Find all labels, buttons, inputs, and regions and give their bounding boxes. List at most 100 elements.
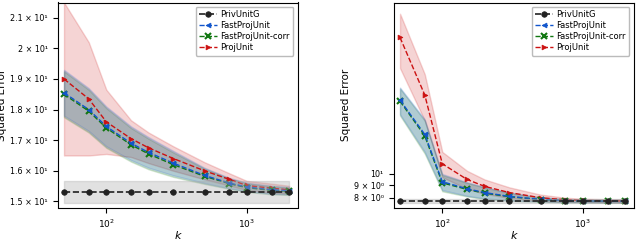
FastProjUnit [201, 174, 209, 177]
FastProjUnit-corr [506, 195, 513, 198]
FastProjUnit-corr [621, 200, 629, 203]
FastProjUnit [621, 200, 629, 203]
FastProjUnit-corr [285, 190, 293, 193]
FastProjUnit [85, 108, 93, 111]
FastProjUnit-corr [85, 110, 93, 112]
FastProjUnit-corr [438, 181, 446, 184]
FastProjUnit-corr [579, 200, 587, 202]
ProjUnit [268, 187, 275, 190]
ProjUnit [102, 120, 110, 123]
FastProjUnit-corr [481, 192, 488, 195]
Line: FastProjUnit-corr: FastProjUnit-corr [397, 98, 628, 204]
FastProjUnit [421, 133, 429, 136]
Legend: PrivUnitG, FastProjUnit, FastProjUnit-corr, ProjUnit: PrivUnitG, FastProjUnit, FastProjUnit-co… [532, 7, 629, 56]
FastProjUnit-corr [170, 163, 177, 166]
PrivUnitG [481, 200, 488, 203]
ProjUnit [579, 199, 587, 202]
PrivUnitG [225, 191, 233, 194]
ProjUnit [201, 169, 209, 172]
ProjUnit [127, 137, 135, 140]
PrivUnitG [463, 200, 471, 203]
ProjUnit [421, 94, 429, 96]
FastProjUnit-corr [243, 186, 251, 189]
FastProjUnit [537, 198, 545, 201]
FastProjUnit-corr [127, 143, 135, 146]
FastProjUnit [127, 142, 135, 145]
PrivUnitG [145, 191, 152, 194]
FastProjUnit [438, 180, 446, 183]
PrivUnitG [243, 191, 251, 194]
PrivUnitG [285, 191, 293, 194]
ProjUnit [285, 188, 293, 191]
FastProjUnit-corr [396, 100, 404, 103]
Legend: PrivUnitG, FastProjUnit, FastProjUnit-corr, ProjUnit: PrivUnitG, FastProjUnit, FastProjUnit-co… [196, 7, 293, 56]
ProjUnit [243, 184, 251, 187]
ProjUnit [506, 191, 513, 194]
FastProjUnit [60, 91, 68, 94]
FastProjUnit-corr [421, 134, 429, 137]
FastProjUnit-corr [463, 188, 471, 191]
FastProjUnit [604, 200, 611, 203]
FastProjUnit-corr [60, 93, 68, 96]
ProjUnit [60, 78, 68, 80]
PrivUnitG [85, 191, 93, 194]
PrivUnitG [537, 200, 545, 203]
FastProjUnit [396, 98, 404, 102]
FastProjUnit-corr [201, 175, 209, 178]
PrivUnitG [268, 191, 275, 194]
Line: PrivUnitG: PrivUnitG [61, 190, 292, 195]
PrivUnitG [561, 200, 569, 203]
FastProjUnit [268, 188, 275, 191]
X-axis label: k: k [174, 231, 181, 241]
FastProjUnit [225, 182, 233, 184]
ProjUnit [438, 162, 446, 165]
FastProjUnit [481, 191, 488, 194]
FastProjUnit-corr [561, 199, 569, 202]
Line: FastProjUnit: FastProjUnit [397, 98, 627, 204]
ProjUnit [481, 185, 488, 188]
FastProjUnit [145, 151, 152, 154]
PrivUnitG [127, 191, 135, 194]
ProjUnit [604, 199, 611, 202]
FastProjUnit [463, 187, 471, 190]
PrivUnitG [421, 200, 429, 203]
FastProjUnit [285, 189, 293, 192]
ProjUnit [396, 36, 404, 39]
ProjUnit [225, 178, 233, 181]
ProjUnit [561, 198, 569, 201]
PrivUnitG [506, 200, 513, 203]
PrivUnitG [579, 200, 587, 203]
FastProjUnit-corr [537, 198, 545, 201]
FastProjUnit [579, 199, 587, 202]
PrivUnitG [170, 191, 177, 194]
ProjUnit [170, 157, 177, 160]
FastProjUnit [506, 195, 513, 198]
FastProjUnit [102, 125, 110, 128]
FastProjUnit [243, 186, 251, 188]
ProjUnit [85, 98, 93, 100]
FastProjUnit [561, 199, 569, 202]
FastProjUnit-corr [102, 126, 110, 130]
ProjUnit [537, 196, 545, 199]
PrivUnitG [201, 191, 209, 194]
FastProjUnit-corr [225, 182, 233, 185]
FastProjUnit-corr [604, 200, 611, 203]
Line: ProjUnit: ProjUnit [397, 35, 627, 203]
FastProjUnit [170, 162, 177, 165]
PrivUnitG [60, 191, 68, 194]
PrivUnitG [438, 200, 446, 203]
PrivUnitG [396, 200, 404, 203]
PrivUnitG [102, 191, 110, 194]
Line: FastProjUnit-corr: FastProjUnit-corr [61, 91, 292, 194]
Line: FastProjUnit: FastProjUnit [61, 90, 291, 193]
Y-axis label: Squared Error: Squared Error [341, 69, 351, 141]
ProjUnit [145, 146, 152, 149]
PrivUnitG [621, 200, 629, 203]
Y-axis label: Squared Error: Squared Error [0, 69, 8, 141]
FastProjUnit-corr [145, 152, 152, 156]
Line: PrivUnitG: PrivUnitG [397, 198, 628, 204]
PrivUnitG [604, 200, 611, 203]
ProjUnit [463, 178, 471, 181]
FastProjUnit-corr [268, 189, 275, 192]
Line: ProjUnit: ProjUnit [61, 76, 291, 192]
